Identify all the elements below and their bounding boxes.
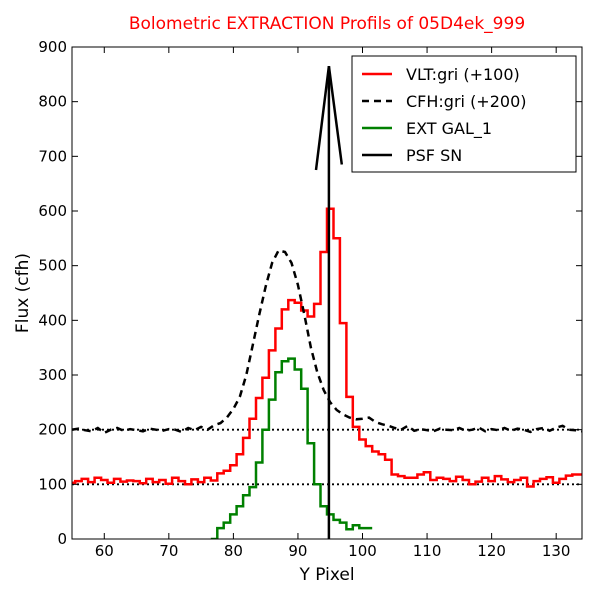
plot-frame	[71, 46, 583, 540]
legend-label: PSF SN	[406, 146, 462, 165]
y-tick-label: 100	[38, 475, 67, 493]
y-tick-label: 200	[38, 421, 67, 439]
x-tick-label: 130	[542, 542, 571, 560]
series-vlt-gri-100-line	[72, 207, 582, 488]
y-tick-label: 500	[38, 257, 67, 275]
legend: VLT:gri (+100) CFH:gri (+200) EXT GAL_1 PSF…	[351, 55, 577, 173]
x-tick-label: 60	[95, 542, 114, 560]
y-tick-label: 800	[38, 93, 67, 111]
x-tick-label: 70	[159, 542, 178, 560]
x-axis-label: Y Pixel	[298, 565, 354, 585]
axis-ticks: 60 70 80 90 100 110 120 130 0 100 200 300 400 500 600 7…	[38, 38, 582, 560]
y-tick-label: 900	[38, 38, 67, 56]
x-tick-label: 100	[348, 542, 377, 560]
series-cfh-gri-200-line	[72, 248, 582, 435]
chart-title: Bolometric EXTRACTION Profils of 05D4ek_…	[129, 14, 525, 34]
series-layer	[72, 65, 582, 539]
legend-label: EXT GAL_1	[406, 119, 492, 139]
x-tick-label: 110	[413, 542, 442, 560]
x-tick-label: 90	[288, 542, 307, 560]
y-tick-label: 400	[38, 311, 67, 329]
x-tick-label: 80	[224, 542, 243, 560]
legend-box	[351, 55, 577, 173]
y-tick-label: 0	[57, 530, 67, 548]
y-tick-label: 700	[38, 147, 67, 165]
y-tick-label: 600	[38, 202, 67, 220]
x-tick-label: 120	[477, 542, 506, 560]
reference-lines	[72, 428, 582, 486]
y-axis-label: Flux (cfh)	[13, 253, 33, 333]
series-ext-gal-1-line	[210, 357, 373, 539]
series-psf-sn-arrowhead	[314, 65, 344, 171]
legend-label: VLT:gri (+100)	[406, 65, 520, 84]
legend-label: CFH:gri (+200)	[406, 92, 527, 111]
y-tick-label: 300	[38, 366, 67, 384]
